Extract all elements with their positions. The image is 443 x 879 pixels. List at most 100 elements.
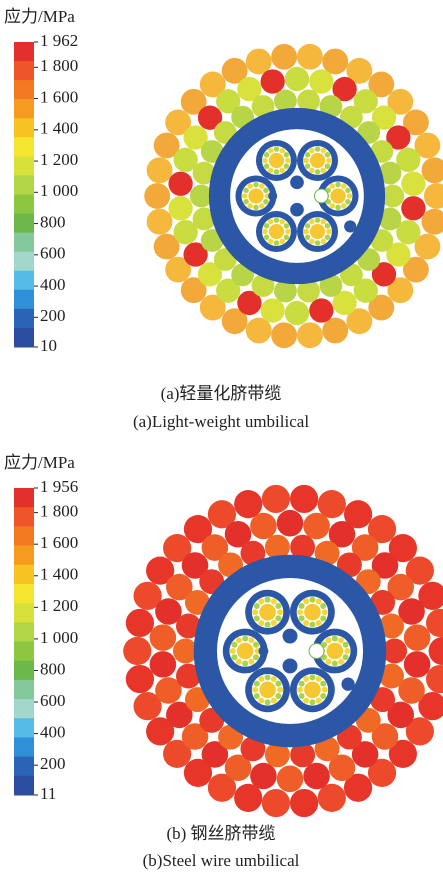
wire [125, 664, 154, 694]
wire [217, 153, 239, 176]
core-strand [268, 147, 274, 154]
core-strand [263, 163, 270, 169]
caption-cn: (a)轻量化脐带缆 [161, 384, 282, 403]
core-strand [253, 693, 260, 700]
wire [199, 71, 226, 98]
wire [146, 556, 175, 585]
tube [313, 188, 329, 204]
wire [245, 249, 267, 271]
wire [149, 651, 177, 678]
wire [297, 279, 320, 303]
wire [387, 701, 414, 729]
wire [211, 196, 233, 218]
core-strand [324, 152, 331, 158]
wire [322, 48, 349, 75]
caption-en: (a)Light-weight umbilical [133, 412, 309, 431]
colorbar-band [14, 118, 34, 138]
core-strand [314, 217, 321, 223]
wire [237, 76, 262, 102]
core-strand [342, 654, 349, 661]
wire [379, 663, 404, 689]
core-center [304, 603, 321, 621]
wire [271, 322, 298, 349]
core-strand [258, 676, 265, 683]
wire [196, 627, 220, 651]
wire [286, 261, 308, 283]
wire [264, 534, 290, 560]
wire [133, 581, 162, 610]
colorbar-band [14, 603, 34, 623]
core-strand [229, 648, 236, 654]
filler [341, 677, 355, 691]
wire [355, 216, 377, 239]
tube [268, 191, 278, 201]
core-strand [309, 218, 315, 225]
colorbar-band [14, 270, 34, 291]
wire [183, 125, 208, 150]
core-strand [304, 163, 311, 169]
colorbar-band [14, 156, 34, 176]
core-center [248, 188, 264, 204]
colorbar-band [14, 213, 34, 234]
core-strand [320, 147, 326, 154]
colorbar-tick-label: 1 800 [40, 56, 78, 75]
wire [168, 196, 193, 221]
wire [307, 112, 330, 134]
wire [414, 132, 441, 159]
wire [355, 153, 377, 176]
wire [146, 208, 173, 235]
core-strand [279, 167, 285, 174]
core-center [268, 152, 285, 169]
wire [264, 742, 290, 768]
colorbar-band [14, 641, 34, 662]
wire [387, 573, 414, 601]
wire [201, 534, 229, 561]
wire [166, 573, 193, 601]
wire [289, 484, 319, 514]
colorbar-tick-label: 1 800 [40, 502, 78, 521]
core-strand [273, 217, 280, 223]
wire [271, 43, 298, 70]
core-strand [243, 187, 249, 194]
colorbar-tick-label: 600 [40, 244, 66, 263]
core-strand [273, 146, 280, 152]
colorbar-band [14, 137, 34, 157]
colorbar-tick-label: 1 000 [40, 181, 78, 200]
core-strand [309, 167, 315, 174]
colorbar-band [14, 526, 34, 547]
core-strand [243, 198, 249, 205]
wire [216, 278, 241, 303]
core-strand [264, 596, 271, 603]
core-strand [303, 598, 310, 605]
core-strand [298, 602, 305, 609]
core-center [259, 603, 276, 621]
wire [211, 174, 233, 196]
wire [398, 677, 425, 704]
wire [346, 57, 373, 84]
colorbar-band [14, 289, 34, 310]
wire [378, 207, 402, 231]
wire [202, 673, 227, 698]
core-strand [235, 658, 242, 665]
wire [421, 157, 443, 184]
wire [144, 183, 171, 209]
wire [123, 636, 152, 666]
core-strand [315, 619, 322, 626]
core-strand [248, 658, 255, 665]
wire [343, 135, 366, 157]
wire [250, 512, 277, 540]
wire [290, 742, 316, 768]
core-strand [283, 163, 290, 169]
wire [180, 277, 207, 304]
core-strand [258, 183, 265, 189]
wire [303, 512, 330, 540]
wire [261, 484, 291, 514]
core-strand [253, 602, 260, 609]
wire [221, 308, 248, 335]
wire [254, 559, 279, 583]
core-strand [285, 157, 291, 164]
wire [353, 278, 378, 303]
colorbar-tick-label: 1 200 [40, 596, 78, 615]
colorbar-tick-label: 400 [40, 723, 66, 742]
